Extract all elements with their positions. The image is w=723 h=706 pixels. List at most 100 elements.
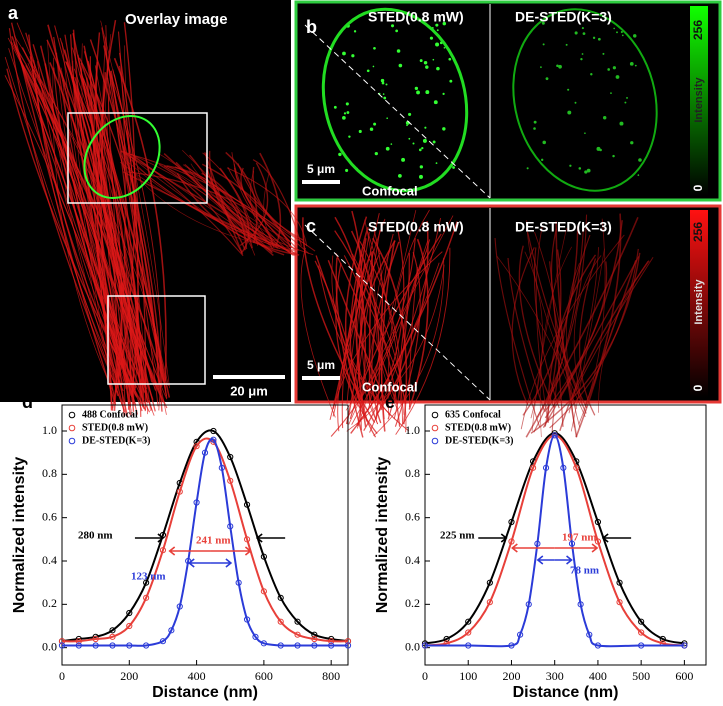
data-point — [243, 501, 251, 508]
data-point — [235, 579, 242, 586]
filament — [61, 42, 116, 406]
annotation: 78 nm — [570, 565, 599, 577]
data-point — [294, 631, 301, 638]
filament — [395, 247, 451, 435]
filament — [127, 171, 300, 251]
panel-letter: b — [306, 17, 317, 37]
filament — [349, 233, 442, 420]
data-point — [638, 629, 645, 636]
speckle — [540, 66, 542, 69]
x-tick-label: 100 — [459, 669, 477, 683]
data-point — [260, 640, 267, 647]
speckle — [419, 165, 424, 169]
speckle — [429, 36, 434, 40]
speckle — [567, 110, 572, 115]
annotation: 225 nm — [440, 530, 475, 542]
filament — [400, 250, 428, 415]
nucleus — [512, 8, 658, 192]
filament — [584, 259, 637, 406]
speckle — [629, 61, 634, 66]
speckle — [584, 132, 586, 135]
data-point — [143, 594, 150, 601]
x-tick-label: 500 — [632, 669, 650, 683]
plot-frame — [61, 404, 349, 666]
speckle — [374, 152, 378, 156]
roi-box — [67, 112, 208, 204]
speckle — [578, 167, 582, 170]
data-point — [210, 427, 217, 435]
data-point — [586, 631, 593, 638]
image-title: STED(0.8 mW) — [368, 9, 464, 25]
speckle — [602, 52, 605, 55]
arrow — [187, 558, 211, 568]
speckle — [433, 100, 438, 105]
data-point — [227, 453, 234, 461]
data-point — [294, 642, 301, 649]
filament — [578, 258, 597, 416]
image-title: DE-STED(K=3) — [515, 9, 612, 25]
speckle — [390, 24, 395, 28]
filament — [164, 165, 256, 256]
speckle — [634, 64, 637, 67]
filament — [102, 36, 129, 385]
arrow — [554, 543, 599, 553]
data-point — [294, 618, 301, 625]
y-axis-label: Normalized intensity — [374, 457, 391, 614]
data-point — [573, 464, 580, 471]
filament — [69, 34, 143, 412]
legend-label: DE-STED(K=3) — [445, 435, 513, 446]
filament — [126, 160, 294, 251]
speckle — [542, 140, 547, 145]
annotation: 197 nm — [562, 532, 597, 544]
filament — [124, 151, 249, 241]
filament — [335, 257, 364, 438]
filament — [551, 234, 591, 437]
data-point — [109, 627, 116, 634]
filament — [105, 25, 129, 405]
data-point — [594, 642, 602, 649]
filament — [113, 57, 167, 381]
filament — [373, 257, 445, 437]
filament — [511, 247, 535, 405]
data-point — [486, 599, 493, 606]
speckle — [436, 66, 440, 71]
filament — [201, 172, 254, 249]
speckle — [619, 121, 624, 126]
speckle — [366, 69, 370, 73]
speckle — [620, 30, 623, 34]
data-point — [201, 449, 209, 456]
filament — [13, 42, 137, 406]
filament — [81, 43, 132, 397]
speckle — [633, 34, 637, 38]
speckle — [612, 154, 615, 158]
filament — [300, 247, 336, 418]
data-point — [109, 633, 116, 640]
x-tick-label: 0 — [422, 669, 428, 683]
speckle — [380, 78, 385, 83]
speckle — [574, 31, 578, 35]
speckle — [422, 138, 427, 143]
data-point — [328, 638, 335, 645]
filament — [54, 25, 125, 417]
colorbar-min: 0 — [691, 184, 705, 191]
x-tick-label: 300 — [546, 669, 564, 683]
speckle — [406, 124, 408, 127]
data-point — [311, 642, 318, 649]
roi-box — [107, 295, 206, 385]
filament — [345, 219, 376, 411]
x-tick-label: 600 — [255, 669, 273, 683]
data-point — [243, 616, 251, 623]
filament — [408, 266, 418, 408]
data-point — [551, 432, 558, 439]
speckle — [580, 58, 583, 61]
filament — [122, 150, 294, 257]
speckle — [414, 86, 419, 91]
filament — [351, 253, 407, 433]
colorbar-min: 0 — [691, 384, 705, 391]
arrow — [255, 533, 286, 543]
filament — [494, 237, 541, 428]
speckle — [449, 79, 453, 83]
filament — [354, 229, 381, 402]
x-tick-label: 0 — [59, 669, 65, 683]
data-point — [277, 594, 284, 601]
